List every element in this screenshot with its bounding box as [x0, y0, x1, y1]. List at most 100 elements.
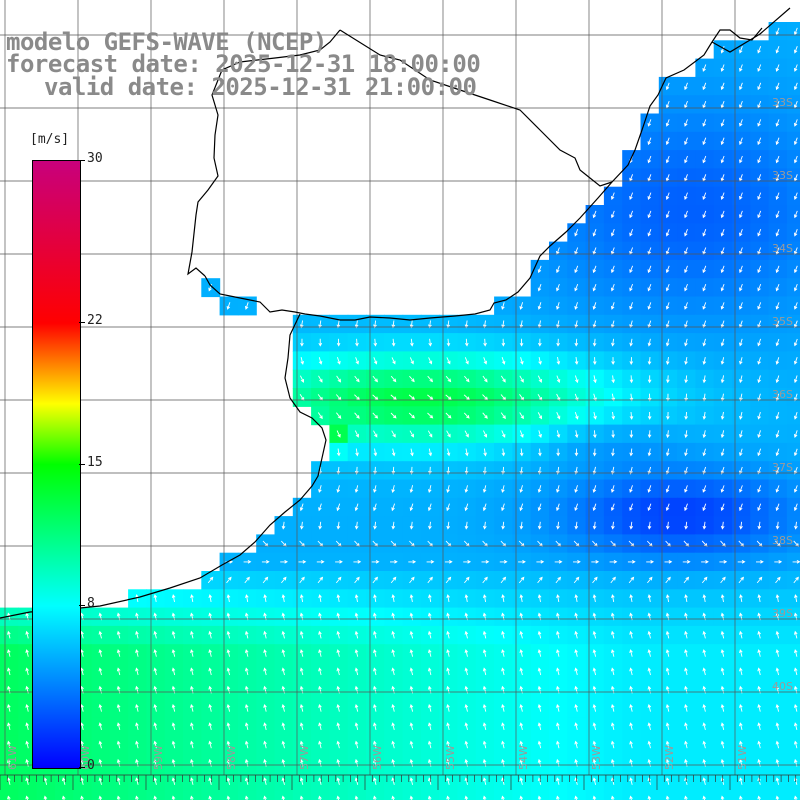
wind-arrow — [427, 576, 433, 584]
wind-arrow — [538, 357, 542, 365]
wind-arrow — [519, 485, 524, 493]
wind-arrow — [739, 521, 743, 530]
wind-arrow — [684, 229, 688, 237]
wind-arrow — [720, 503, 725, 512]
wind-arrow — [263, 703, 267, 712]
wind-arrow — [318, 375, 323, 383]
wind-arrow — [720, 375, 725, 384]
wind-arrow — [610, 703, 615, 712]
wind-arrow — [336, 740, 341, 749]
wind-speed-cell — [786, 150, 800, 169]
latitude-label: 38S — [772, 534, 793, 547]
wind-arrow — [720, 155, 725, 164]
wind-arrow — [318, 594, 322, 602]
wind-arrow — [739, 119, 743, 127]
wind-arrow — [702, 485, 707, 493]
wind-arrow — [611, 448, 615, 457]
wind-arrow — [373, 667, 377, 676]
wind-arrow — [682, 560, 691, 564]
wind-arrow — [720, 430, 725, 439]
wind-arrow — [427, 703, 432, 712]
wind-arrow — [647, 229, 652, 237]
wind-arrow — [519, 412, 524, 420]
longitude-label: 61W — [6, 745, 19, 770]
wind-arrow — [775, 411, 780, 420]
wind-arrow — [373, 503, 377, 512]
wind-arrow — [519, 703, 524, 712]
wind-arrow — [702, 411, 707, 420]
wind-arrow — [409, 594, 414, 602]
wind-arrow — [647, 302, 652, 310]
wind-arrow — [299, 667, 304, 676]
wind-arrow — [318, 485, 322, 493]
wind-arrow — [702, 210, 707, 219]
wind-speed-cell — [420, 790, 440, 800]
wind-arrow — [775, 192, 780, 200]
wind-arrow — [518, 576, 525, 584]
wind-arrow — [135, 758, 139, 767]
wind-arrow — [720, 119, 725, 127]
wind-arrow — [702, 703, 707, 712]
wind-arrow — [226, 758, 231, 767]
wind-arrow — [739, 777, 743, 785]
wind-arrow — [647, 393, 652, 402]
wind-arrow — [684, 594, 688, 602]
wind-arrow — [665, 430, 670, 439]
wind-arrow — [684, 448, 688, 457]
wind-arrow — [263, 777, 267, 785]
wind-speed-cell — [786, 424, 800, 444]
wind-arrow — [574, 722, 578, 731]
wind-arrow — [446, 521, 451, 530]
wind-arrow — [446, 320, 451, 329]
wind-arrow — [373, 485, 377, 493]
wind-arrow — [537, 375, 542, 383]
wind-arrow — [574, 320, 579, 329]
wind-arrow — [537, 594, 542, 602]
wind-arrow — [482, 758, 487, 767]
wind-arrow — [409, 485, 414, 494]
wind-speed-cell — [183, 790, 202, 800]
wind-arrow — [408, 394, 416, 401]
wind-arrow — [684, 302, 688, 310]
wind-arrow — [482, 740, 487, 749]
wind-arrow — [446, 777, 450, 785]
wind-arrow — [464, 649, 469, 657]
wind-arrow — [647, 430, 652, 439]
wind-arrow — [208, 283, 213, 292]
wind-arrow — [373, 357, 378, 365]
wind-arrow — [336, 777, 341, 785]
wind-arrow — [702, 777, 707, 785]
coastline-brazil — [711, 7, 791, 53]
wind-arrow — [98, 722, 103, 731]
wind-arrow — [556, 302, 560, 310]
wind-arrow — [171, 630, 176, 639]
wind-arrow — [702, 521, 707, 530]
wind-arrow — [629, 649, 633, 657]
wind-arrow — [116, 667, 121, 676]
wind-arrow — [446, 448, 451, 457]
wind-arrow — [757, 649, 761, 657]
wind-arrow — [409, 758, 414, 767]
wind-arrow — [702, 82, 707, 91]
wind-arrow — [538, 448, 542, 457]
latitude-label: 34S — [772, 242, 793, 255]
wind-arrow — [793, 137, 798, 146]
wind-arrow — [574, 229, 579, 237]
wind-arrow — [318, 649, 322, 657]
longitude-label: 58W — [225, 745, 238, 770]
wind-arrow — [446, 649, 450, 657]
wind-arrow — [684, 485, 688, 493]
wind-speed-cell — [457, 790, 477, 800]
wind-arrow — [684, 667, 688, 676]
wind-arrow — [720, 46, 725, 54]
wind-arrow — [775, 485, 780, 493]
wind-arrow — [355, 338, 359, 347]
model-title: modelo GEFS-WAVE (NCEP) — [6, 28, 327, 56]
wind-arrow — [720, 722, 725, 731]
wind-arrow — [574, 302, 578, 310]
wind-arrow — [629, 777, 633, 785]
wind-arrow — [409, 722, 414, 731]
wind-arrow — [629, 430, 634, 439]
wind-arrow — [519, 320, 524, 329]
wind-arrow — [409, 357, 414, 365]
